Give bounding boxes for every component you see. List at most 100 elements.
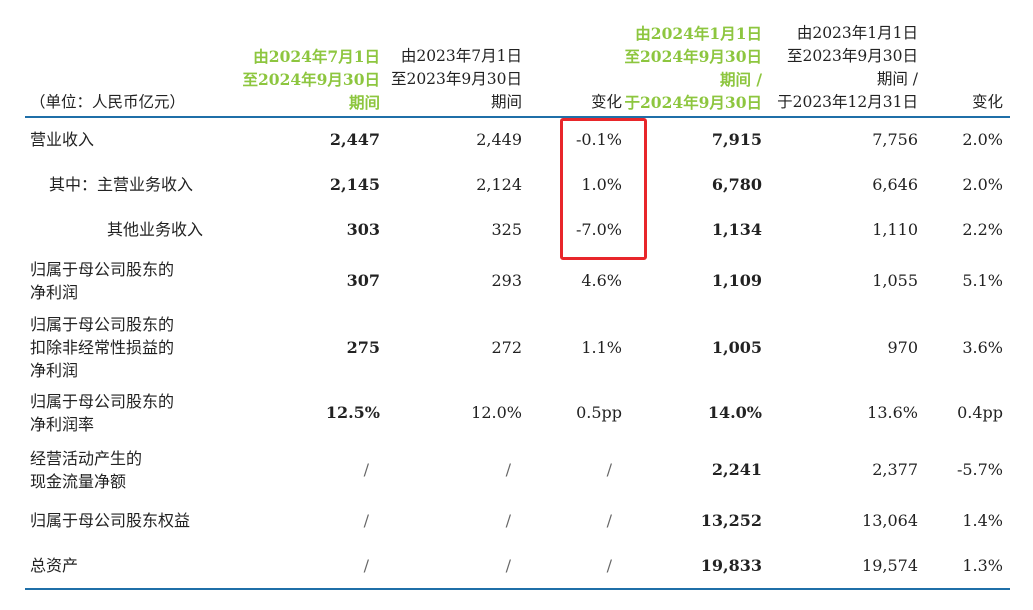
- header-line: 期间: [490, 93, 522, 111]
- cell-change-ytd: 2.0%: [962, 130, 1003, 149]
- cell-change-ytd: 1.4%: [962, 511, 1003, 530]
- row-label: 归属于母公司股东权益: [30, 509, 190, 532]
- cell-q3-2024: 307: [346, 271, 380, 290]
- row-label: 归属于母公司股东的 扣除非经常性损益的 净利润: [30, 313, 174, 382]
- header-line: 期间 /: [719, 70, 762, 89]
- cell-q3-2023: 293: [491, 271, 522, 290]
- cell-ytd-2024: 6,780: [711, 175, 762, 194]
- cell-ytd-2023: 1,110: [872, 220, 918, 239]
- cell-change-q3: 1.1%: [581, 338, 622, 357]
- highlight-box: [560, 118, 647, 260]
- row-label-line: 现金流量净额: [30, 472, 127, 491]
- row-label: 归属于母公司股东的 净利润率: [30, 390, 174, 436]
- cell-q3-2024: /: [363, 460, 369, 479]
- header-line: 至2024年9月30日: [624, 47, 763, 66]
- row-label: 其他业务收入: [107, 218, 203, 241]
- cell-ytd-2023: 13.6%: [867, 403, 918, 422]
- cell-change-ytd: 1.3%: [962, 556, 1003, 575]
- cell-ytd-2024: 7,915: [711, 130, 762, 149]
- header-line: 期间: [348, 93, 380, 112]
- cell-change-ytd: 5.1%: [962, 271, 1003, 290]
- header-col-q3-2024: 由2024年7月1日 至2024年9月30日 期间: [243, 45, 381, 114]
- cell-ytd-2024: 1,005: [711, 338, 762, 357]
- cell-ytd-2024: 1,134: [711, 220, 762, 239]
- header-line: 变化: [590, 93, 622, 111]
- row-label-line: 经营活动产生的: [30, 449, 143, 468]
- cell-q3-2023: /: [505, 556, 511, 575]
- cell-change-ytd: 2.0%: [962, 175, 1003, 194]
- cell-ytd-2024: 2,241: [711, 460, 762, 479]
- row-label-line: 归属于母公司股东的: [30, 392, 175, 411]
- row-label: 归属于母公司股东的 净利润: [30, 258, 174, 304]
- cell-ytd-2023: 1,055: [872, 271, 918, 290]
- cell-change-q3: 4.6%: [581, 271, 622, 290]
- financial-table: （单位：人民币亿元） 由2024年7月1日 至2024年9月30日 期间 由20…: [25, 0, 1010, 600]
- cell-ytd-2023: 970: [887, 338, 918, 357]
- row-label-line: 归属于母公司股东的: [30, 260, 175, 279]
- cell-change-q3: -0.1%: [575, 130, 622, 149]
- row-label-line: 净利润率: [30, 415, 95, 434]
- row-label: 其中：主营业务收入: [49, 173, 193, 196]
- header-line: 至2023年9月30日: [786, 47, 918, 65]
- cell-change-ytd: 3.6%: [962, 338, 1003, 357]
- cell-change-ytd: 2.2%: [962, 220, 1003, 239]
- row-label-line: 净利润: [30, 361, 79, 380]
- header-line: 于2024年9月30日: [624, 93, 763, 112]
- cell-change-q3: /: [606, 511, 612, 530]
- header-rule: [25, 116, 1010, 118]
- header-col-q3-2023: 由2023年7月1日 至2023年9月30日 期间: [391, 45, 522, 114]
- unit-label: （单位：人民币亿元）: [30, 93, 186, 111]
- cell-ytd-2023: 2,377: [872, 460, 918, 479]
- cell-q3-2023: 2,449: [476, 130, 522, 149]
- footer-rule: [25, 588, 1010, 590]
- cell-q3-2024: 2,447: [329, 130, 380, 149]
- cell-q3-2024: 2,145: [329, 175, 380, 194]
- cell-ytd-2023: 6,646: [872, 175, 918, 194]
- row-label-line: 扣除非经常性损益的: [30, 338, 175, 357]
- cell-ytd-2024: 19,833: [700, 556, 762, 575]
- cell-ytd-2023: 7,756: [872, 130, 918, 149]
- header-line: 变化: [971, 93, 1003, 111]
- cell-change-q3: /: [606, 556, 612, 575]
- cell-change-ytd: 0.4pp: [957, 403, 1003, 422]
- row-label-line: 归属于母公司股东权益: [30, 511, 191, 530]
- cell-q3-2023: 325: [491, 220, 522, 239]
- header-line: 由2023年7月1日: [400, 47, 522, 65]
- row-label-line: 净利润: [30, 283, 79, 302]
- cell-ytd-2024: 1,109: [711, 271, 762, 290]
- cell-q3-2024: /: [363, 556, 369, 575]
- cell-change-q3: 1.0%: [581, 175, 622, 194]
- cell-ytd-2023: 19,574: [862, 556, 918, 575]
- cell-q3-2024: 12.5%: [325, 403, 380, 422]
- cell-q3-2023: /: [505, 511, 511, 530]
- cell-change-q3: 0.5pp: [576, 403, 622, 422]
- row-label-line: 营业收入: [30, 130, 95, 149]
- cell-q3-2023: 12.0%: [471, 403, 522, 422]
- cell-ytd-2023: 13,064: [862, 511, 918, 530]
- header-col-change-q3: 变化: [591, 91, 622, 114]
- header-line: 由2023年1月1日: [796, 24, 918, 42]
- cell-q3-2024: /: [363, 511, 369, 530]
- row-label: 营业收入: [30, 128, 94, 151]
- header-line: 期间 /: [876, 70, 918, 88]
- header-col-ytd-2024: 由2024年1月1日 至2024年9月30日 期间 / 于2024年9月30日: [625, 22, 763, 114]
- row-label: 经营活动产生的 现金流量净额: [30, 447, 142, 493]
- cell-q3-2023: /: [505, 460, 511, 479]
- header-line: 至2024年9月30日: [242, 70, 381, 89]
- cell-q3-2023: 2,124: [476, 175, 522, 194]
- cell-change-ytd: -5.7%: [956, 460, 1003, 479]
- row-label-line: 其他业务收入: [107, 220, 204, 239]
- cell-change-q3: -7.0%: [575, 220, 622, 239]
- cell-ytd-2024: 14.0%: [707, 403, 762, 422]
- cell-q3-2024: 275: [346, 338, 380, 357]
- header-line: 于2023年12月31日: [777, 93, 918, 111]
- cell-ytd-2024: 13,252: [700, 511, 762, 530]
- header-line: 至2023年9月30日: [390, 70, 522, 88]
- cell-q3-2023: 272: [491, 338, 522, 357]
- row-label-line: 归属于母公司股东的: [30, 315, 175, 334]
- header-col-ytd-2023: 由2023年1月1日 至2023年9月30日 期间 / 于2023年12月31日: [777, 22, 918, 114]
- header-col-change-ytd: 变化: [972, 91, 1003, 114]
- row-label-line: 其中：主营业务收入: [49, 175, 194, 194]
- header-line: 由2024年7月1日: [253, 47, 380, 66]
- row-label: 总资产: [30, 554, 78, 577]
